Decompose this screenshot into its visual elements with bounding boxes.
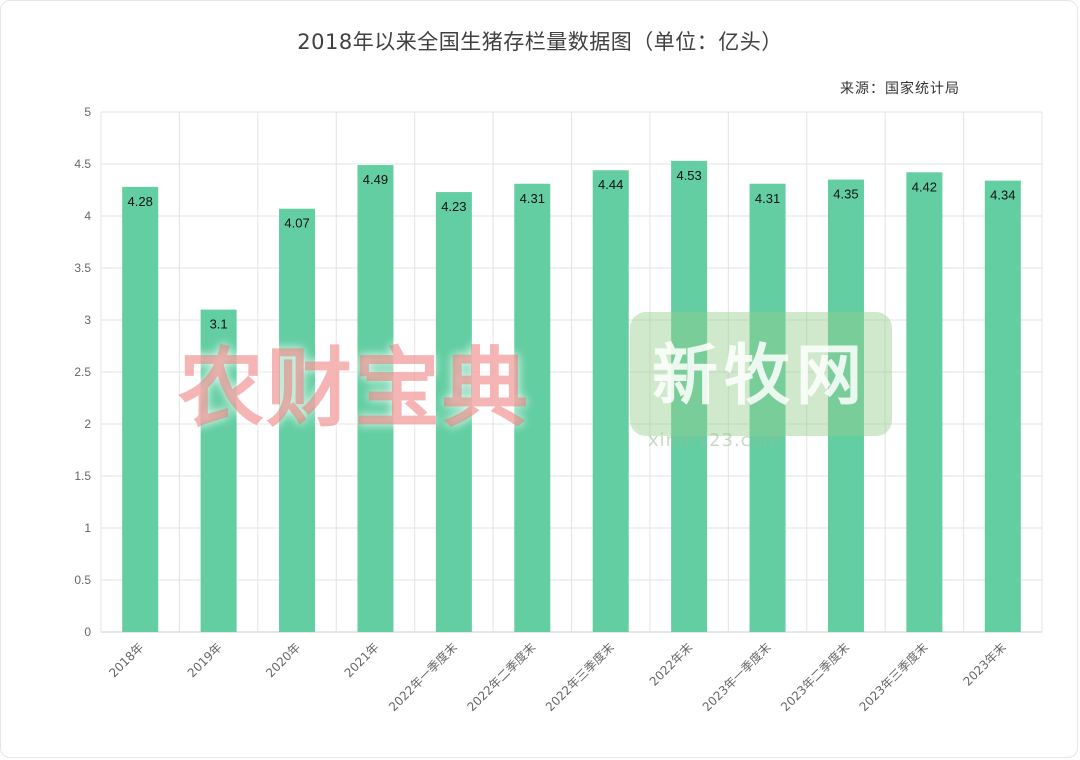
x-tick-label: 2023年一季度末 bbox=[699, 640, 774, 715]
y-tick-label: 0.5 bbox=[74, 573, 91, 587]
bar-value-label: 4.53 bbox=[676, 168, 701, 183]
bar bbox=[200, 309, 237, 632]
y-axis: 0 0.5 1 1.5 2 2.5 3 3.5 4 4.5 5 bbox=[74, 105, 91, 639]
bar-value-label: 4.31 bbox=[520, 191, 545, 206]
bar-value-label: 4.31 bbox=[755, 191, 780, 206]
x-tick-label: 2023年三季度末 bbox=[856, 640, 931, 715]
bar-layer bbox=[122, 160, 1021, 633]
bar bbox=[749, 183, 786, 632]
y-tick-label: 2.5 bbox=[74, 365, 91, 379]
y-tick-label: 2 bbox=[84, 417, 91, 431]
x-tick-label: 2023年二季度末 bbox=[777, 640, 852, 715]
x-tick-label: 2022年二季度末 bbox=[464, 640, 539, 715]
y-tick-label: 1.5 bbox=[74, 469, 91, 483]
y-tick-label: 5 bbox=[84, 105, 91, 119]
bar-value-label: 4.44 bbox=[598, 177, 623, 192]
x-tick-label: 2021年 bbox=[342, 640, 382, 680]
x-tick-label: 2019年 bbox=[185, 640, 225, 680]
y-tick-label: 3.5 bbox=[74, 261, 91, 275]
bar bbox=[671, 160, 708, 632]
bar bbox=[122, 186, 159, 632]
chart-title: 2018年以来全国生猪存栏量数据图（单位：亿头） bbox=[297, 30, 783, 54]
bar-value-label: 4.42 bbox=[912, 179, 937, 194]
x-tick-label: 2022年末 bbox=[647, 640, 695, 688]
y-tick-label: 0 bbox=[84, 625, 91, 639]
bar-value-label: 4.35 bbox=[833, 187, 858, 202]
bar bbox=[357, 165, 394, 633]
x-axis: 2018年 2019年 2020年 2021年 2022年一季度末 2022年二季度末 20… bbox=[106, 640, 1009, 715]
x-tick-label: 2022年三季度末 bbox=[542, 640, 617, 715]
y-tick-label: 4.5 bbox=[74, 157, 91, 171]
bar bbox=[984, 180, 1021, 632]
x-tick-label: 2018年 bbox=[106, 640, 146, 680]
x-tick-label: 2020年 bbox=[263, 640, 303, 680]
bar bbox=[592, 170, 629, 633]
bar bbox=[279, 208, 316, 632]
y-tick-label: 1 bbox=[84, 521, 91, 535]
bar-value-label: 4.23 bbox=[441, 199, 466, 214]
y-tick-label: 4 bbox=[84, 209, 91, 223]
value-label-layer: 4.28 3.1 4.07 4.49 4.23 4.31 4.44 4.53 4.31 4.35 4… bbox=[128, 168, 1016, 332]
bar bbox=[906, 172, 943, 632]
bar bbox=[514, 183, 551, 632]
bar-value-label: 4.49 bbox=[363, 172, 388, 187]
bar-value-label: 4.28 bbox=[128, 194, 153, 209]
bar bbox=[827, 179, 864, 632]
bar-value-label: 3.1 bbox=[210, 317, 228, 332]
x-tick-label: 2022年一季度末 bbox=[385, 640, 460, 715]
bar-value-label: 4.07 bbox=[284, 216, 309, 231]
grid-layer bbox=[100, 111, 1043, 633]
y-tick-label: 3 bbox=[84, 313, 91, 327]
bar bbox=[435, 192, 472, 632]
bar-value-label: 4.34 bbox=[990, 188, 1015, 203]
x-tick-label: 2023年末 bbox=[960, 640, 1008, 688]
chart-source: 来源：国家统计局 bbox=[840, 81, 960, 97]
